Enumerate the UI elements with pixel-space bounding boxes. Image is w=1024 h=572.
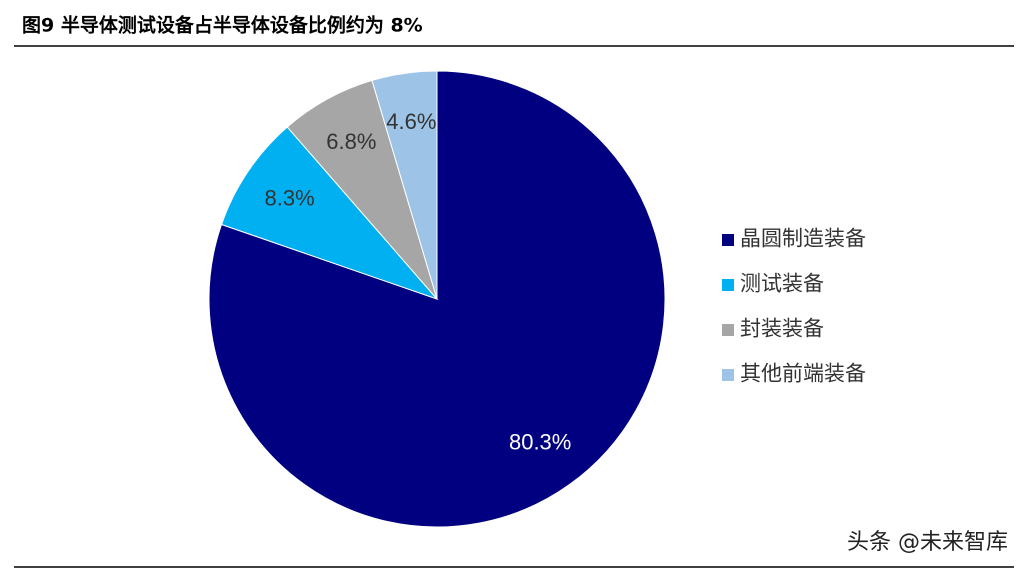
pie-slice xyxy=(208,70,666,528)
legend-swatch xyxy=(722,324,734,336)
data-label: 8.3% xyxy=(265,185,315,210)
legend-label: 晶圆制造装备 xyxy=(740,227,866,251)
legend-swatch xyxy=(722,234,734,246)
watermark: 头条 @未来智库 xyxy=(847,530,1008,555)
legend-swatch xyxy=(722,279,734,291)
legend-label: 测试装备 xyxy=(740,272,824,296)
pie-slice xyxy=(371,70,438,300)
data-label: 4.6% xyxy=(386,109,436,134)
data-label: 80.3% xyxy=(509,430,571,455)
pie-slice xyxy=(220,126,439,301)
chart-title: 图9 半导体测试设备占半导体设备比例约为 8% xyxy=(22,14,423,37)
data-label: 6.8% xyxy=(326,129,376,154)
legend-label: 封装装备 xyxy=(740,317,824,341)
legend-swatch xyxy=(722,369,734,381)
legend-label: 其他前端装备 xyxy=(740,362,866,386)
